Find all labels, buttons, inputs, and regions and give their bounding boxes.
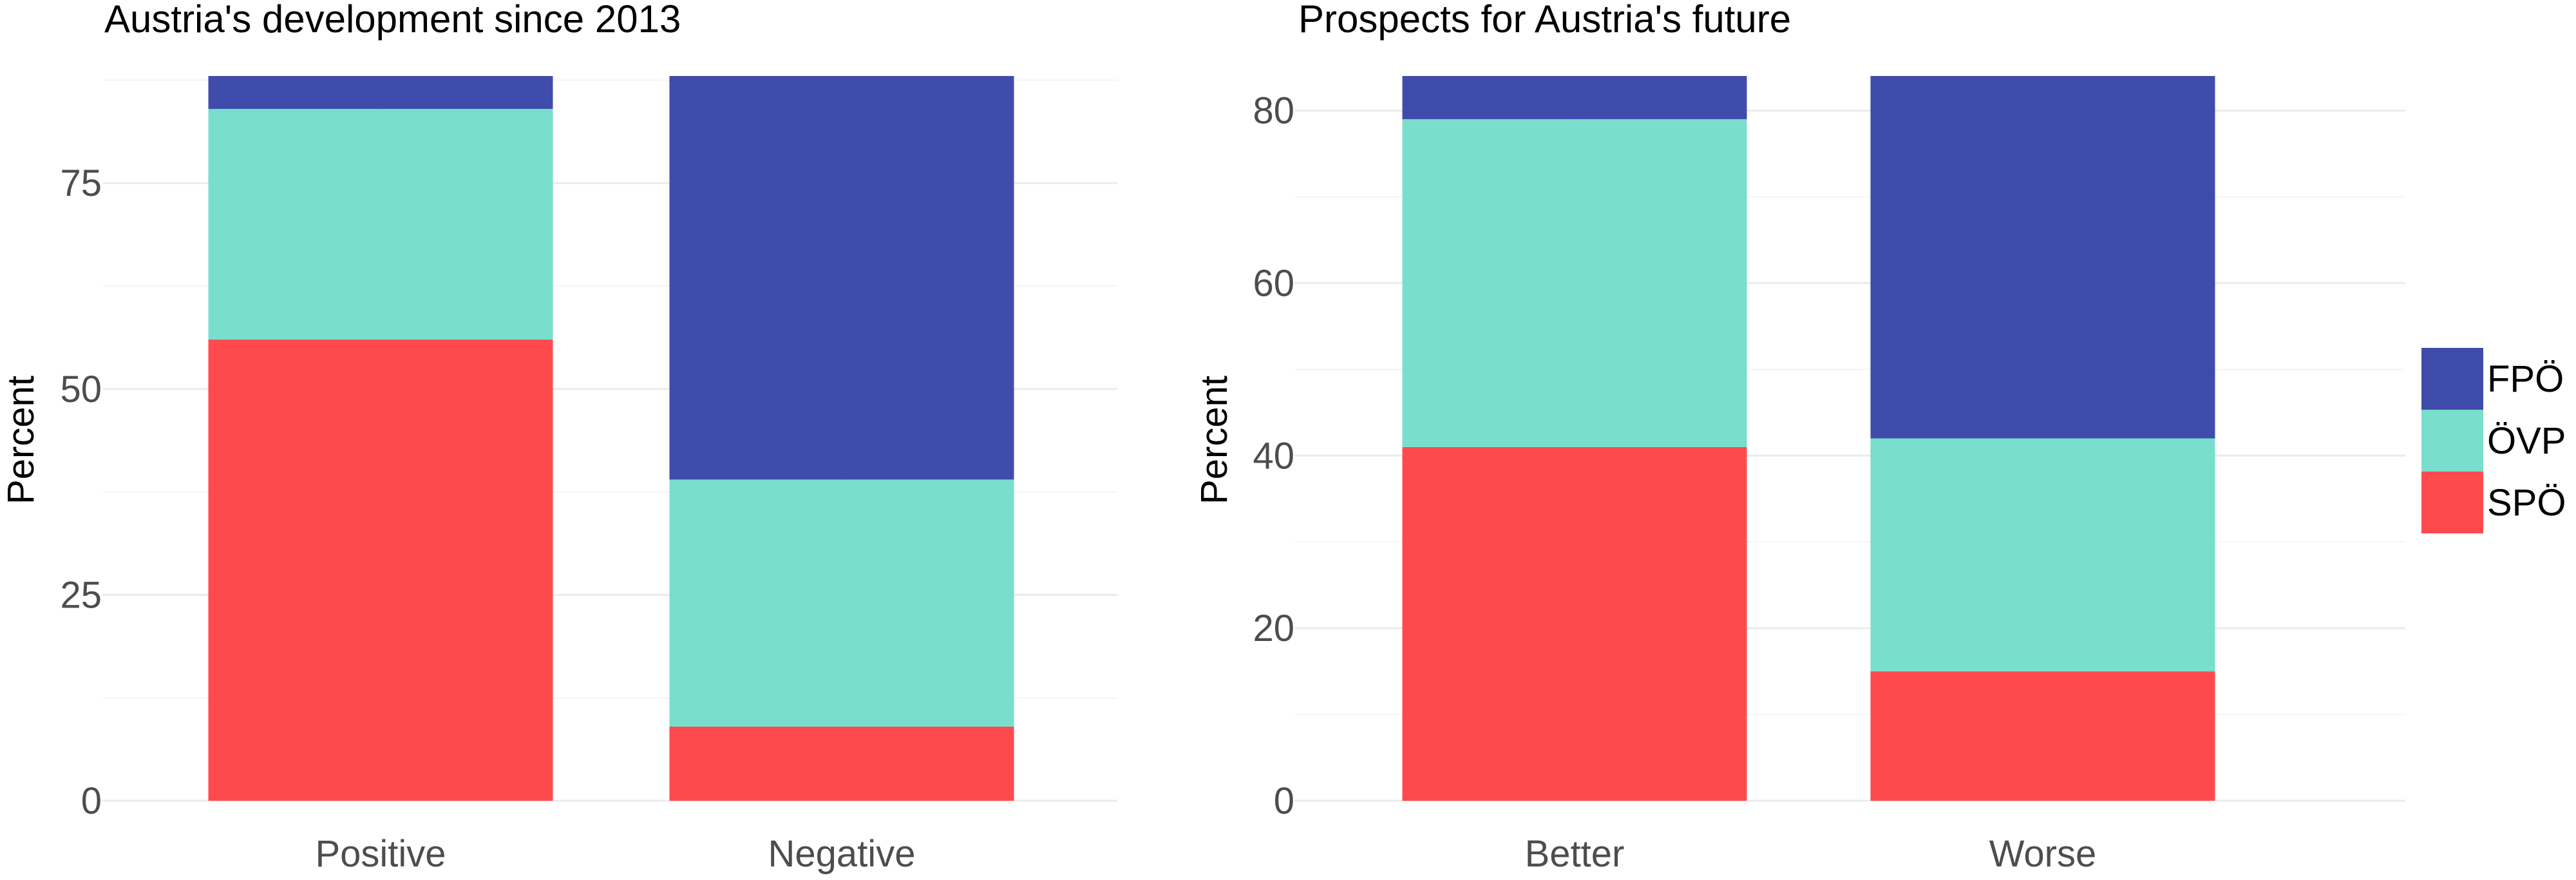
- y-axis-title: Percent: [1193, 376, 1235, 504]
- x-tick-label: Negative: [768, 833, 916, 875]
- chart-title: Prospects for Austria's future: [1298, 0, 1791, 41]
- bar-better-övp: [1402, 119, 1747, 447]
- x-tick-labels: Better Worse: [1525, 833, 2097, 875]
- y-tick-label: 80: [1253, 90, 1294, 132]
- bar-positive-fpö: [208, 76, 553, 110]
- x-tick-label: Positive: [315, 833, 446, 875]
- y-tick-label: 75: [60, 162, 102, 204]
- bar-segments: [1402, 76, 2215, 801]
- y-tick-label: 0: [1274, 780, 1294, 822]
- y-tick-label: 25: [60, 574, 102, 616]
- bar-positive-spö: [208, 340, 553, 801]
- y-tick-label: 50: [60, 368, 102, 410]
- legend-label: SPÖ: [2487, 482, 2566, 524]
- chart-panel-austria-development: Austria's development since 2013 Percent…: [0, 0, 1117, 875]
- legend: FPÖ ÖVP SPÖ: [2421, 348, 2566, 533]
- y-tick-labels: 0 20 40 60 80: [1253, 90, 1294, 822]
- bar-worse-övp: [1870, 438, 2215, 672]
- bar-worse-fpö: [1870, 76, 2215, 439]
- y-tick-labels: 0 25 50 75: [60, 162, 102, 822]
- y-tick-label: 60: [1253, 262, 1294, 304]
- chart-panel-prospects-future: Prospects for Austria's future Percent 0…: [1193, 0, 2405, 875]
- legend-key-1: [2421, 410, 2483, 472]
- y-axis-title: Percent: [0, 376, 42, 504]
- bar-segments: [208, 76, 1014, 801]
- bar-negative-fpö: [669, 76, 1014, 480]
- x-tick-label: Worse: [1989, 833, 2097, 875]
- legend-label: ÖVP: [2487, 420, 2566, 462]
- bar-negative-övp: [669, 479, 1014, 727]
- y-tick-label: 20: [1253, 607, 1294, 649]
- x-tick-label: Better: [1525, 833, 1625, 875]
- y-tick-label: 0: [81, 780, 102, 822]
- x-tick-labels: Positive Negative: [315, 833, 915, 875]
- legend-key-0: [2421, 348, 2483, 410]
- bar-better-spö: [1402, 446, 1747, 801]
- bar-positive-övp: [208, 109, 553, 340]
- legend-key-2: [2421, 472, 2483, 533]
- bar-negative-spö: [669, 726, 1014, 801]
- y-tick-label: 40: [1253, 435, 1294, 477]
- chart-title: Austria's development since 2013: [104, 0, 681, 41]
- bar-better-fpö: [1402, 76, 1747, 119]
- legend-label: FPÖ: [2487, 358, 2564, 400]
- bar-worse-spö: [1870, 671, 2215, 801]
